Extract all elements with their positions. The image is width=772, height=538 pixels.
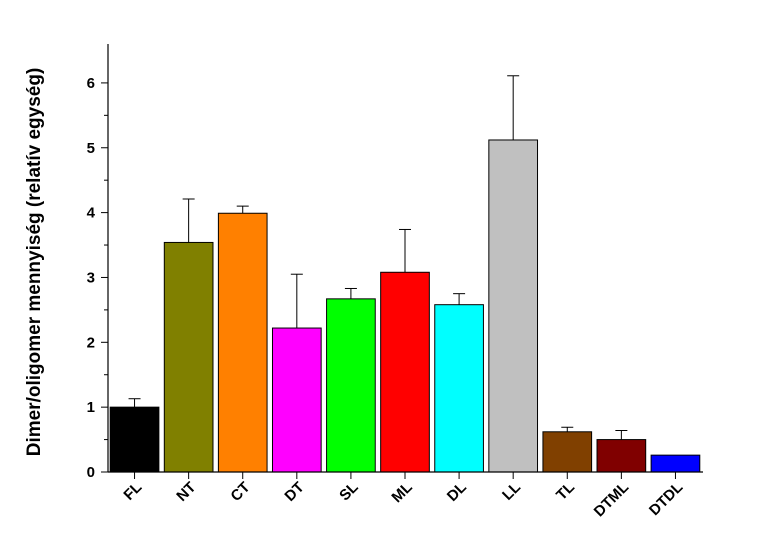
error-bars-group: [128, 75, 628, 440]
x-tick-label-dt: DT: [281, 479, 307, 505]
x-tick-label-fl: FL: [120, 479, 145, 504]
bar-tl: [542, 431, 593, 473]
y-tick-label-6: 6: [87, 75, 95, 92]
y-tick-label-2: 2: [87, 334, 95, 351]
y-axis-title: Dimer/oligomer mennyiség (relatív egység…: [24, 68, 45, 457]
bar-dt: [271, 327, 322, 473]
bar-dtml: [596, 439, 647, 473]
x-tick-label-dtdl: DTDL: [646, 479, 686, 519]
x-tick-label-nt: NT: [173, 479, 199, 505]
bar-ct: [217, 212, 268, 473]
x-tick-label-dl: DL: [444, 479, 470, 505]
bar-dtdl: [650, 454, 701, 473]
y-tick-label-4: 4: [87, 205, 96, 222]
y-tick-label-5: 5: [87, 140, 95, 157]
bar-fl: [109, 406, 160, 473]
x-tick-label-ml: ML: [388, 479, 415, 506]
bar-dl: [434, 304, 484, 473]
x-tick-label-tl: TL: [553, 479, 578, 504]
x-tick-label-ll: LL: [499, 479, 524, 504]
bars-group: [109, 139, 701, 473]
bar-ll: [488, 139, 539, 473]
y-tick-label-3: 3: [87, 269, 95, 286]
bar-sl: [326, 298, 376, 473]
x-tick-label-sl: SL: [336, 479, 362, 505]
x-tick-label-ct: CT: [227, 479, 253, 505]
y-tick-label-1: 1: [87, 399, 95, 416]
bar-nt: [163, 241, 214, 473]
bar-ml: [380, 271, 430, 473]
axes-group: [101, 44, 703, 479]
x-tick-label-dtml: DTML: [591, 479, 632, 520]
y-tick-label-0: 0: [87, 464, 95, 481]
